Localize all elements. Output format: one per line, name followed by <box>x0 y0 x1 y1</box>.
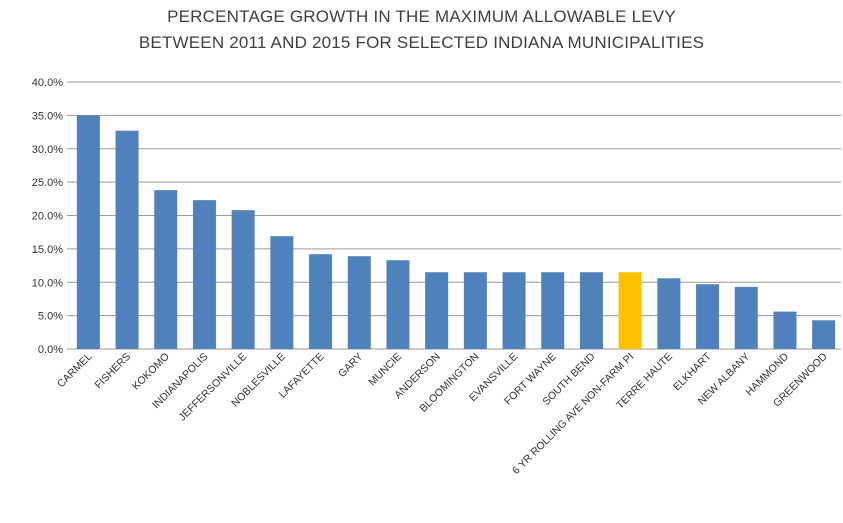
bar <box>657 278 681 349</box>
bar <box>541 272 565 349</box>
x-category-label: JEFFERSONVILLE <box>176 351 249 424</box>
bar <box>773 311 797 349</box>
bar <box>579 272 603 349</box>
x-category-label: CARMEL <box>55 351 95 391</box>
x-category-label: FISHERS <box>93 351 134 392</box>
y-tick-label: 10.0% <box>32 277 63 289</box>
bar <box>502 272 526 349</box>
y-axis-ticks: 0.0% 5.0% 10.0% 15.0% 20.0% 25.0% 30.0% 35.0% 40… <box>32 77 63 356</box>
y-tick-label: 30.0% <box>32 144 63 156</box>
chart-title: PERCENTAGE GROWTH IN THE MAXIMUM ALLOWAB… <box>0 4 843 56</box>
bar <box>115 130 139 349</box>
bar <box>812 320 836 349</box>
y-tick-label: 0.0% <box>38 344 63 356</box>
bar <box>734 286 758 349</box>
chart-title-line-2: BETWEEN 2011 AND 2015 FOR SELECTED INDIA… <box>138 33 705 52</box>
y-tick-label: 5.0% <box>38 311 63 323</box>
bar <box>309 254 333 349</box>
x-category-label: MUNCIE <box>366 351 404 389</box>
x-axis-labels: CARMELFISHERSKOKOMOINDIANAPOLISJEFFERSON… <box>55 350 830 477</box>
y-tick-label: 15.0% <box>32 244 63 256</box>
bar <box>696 284 720 349</box>
bar <box>270 236 294 349</box>
y-tick-label: 40.0% <box>32 77 63 89</box>
bar <box>463 272 487 349</box>
x-category-label: GARY <box>336 351 365 380</box>
y-tick-label: 20.0% <box>32 211 63 223</box>
y-tick-label: 25.0% <box>32 177 63 189</box>
bar <box>386 260 410 349</box>
bars <box>76 115 836 349</box>
gridlines <box>67 81 841 350</box>
bar <box>618 272 642 349</box>
y-tick-label: 35.0% <box>32 110 63 122</box>
bar <box>231 210 255 349</box>
bar <box>425 272 449 349</box>
chart-title-line-1: PERCENTAGE GROWTH IN THE MAXIMUM ALLOWAB… <box>167 7 676 26</box>
bar <box>154 190 178 349</box>
bar <box>347 256 371 349</box>
bar <box>192 200 216 349</box>
bar <box>76 115 100 349</box>
